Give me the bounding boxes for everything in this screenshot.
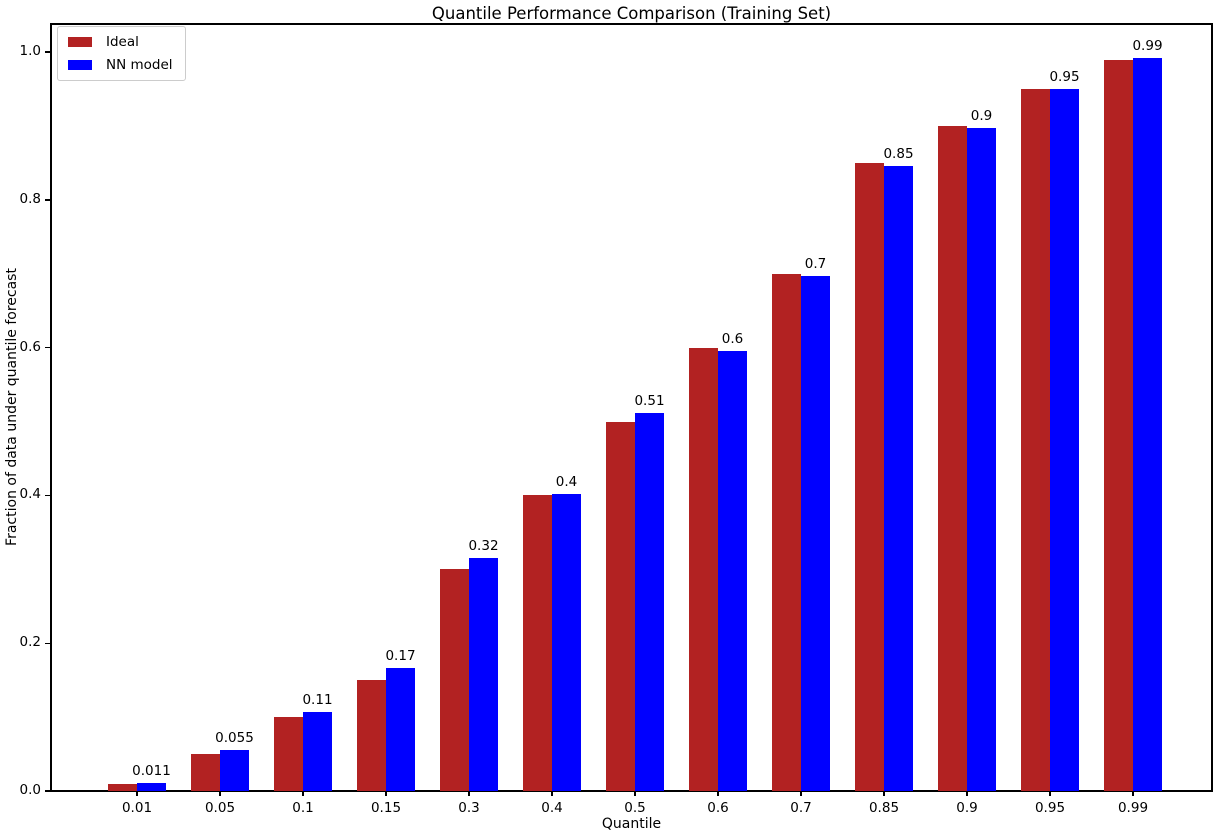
bar-ideal — [1104, 59, 1133, 791]
x-tick-mark — [302, 791, 304, 796]
bar-nn-model — [1133, 58, 1162, 791]
legend-item-nn-model: NN model — [68, 57, 173, 73]
x-tick-mark — [634, 791, 636, 796]
bar-nn-model — [386, 668, 415, 791]
bar-ideal — [191, 754, 220, 791]
x-tick-label: 0.3 — [458, 800, 480, 816]
bar-nn-model — [552, 494, 581, 791]
y-tick-mark — [45, 642, 50, 644]
chart-title: Quantile Performance Comparison (Trainin… — [431, 4, 832, 23]
x-tick-label: 0.15 — [370, 800, 402, 816]
x-tick-mark — [966, 791, 968, 796]
bar-ideal — [1021, 89, 1050, 791]
bar-ideal — [440, 569, 469, 791]
bar-value-label: 0.4 — [555, 474, 578, 490]
bar-nn-model — [635, 412, 664, 791]
bar-value-label: 0.6 — [721, 330, 744, 347]
x-tick-mark — [219, 791, 221, 796]
legend-label-nn-model: NN model — [106, 57, 173, 73]
x-tick-label: 0.85 — [868, 800, 900, 816]
right-spine — [1211, 23, 1213, 792]
x-tick-label: 0.95 — [1034, 800, 1066, 816]
bar-nn-model — [303, 711, 332, 791]
y-tick-label: 0.8 — [19, 190, 41, 207]
bar-ideal — [108, 783, 137, 791]
y-tick-label: 0.6 — [19, 338, 41, 355]
x-tick-mark — [136, 791, 138, 796]
bar-ideal — [606, 421, 635, 791]
bar-nn-model — [137, 782, 166, 791]
bar-ideal — [523, 495, 552, 791]
y-tick-label: 0.4 — [19, 486, 41, 503]
y-tick-mark — [45, 51, 50, 53]
bar-nn-model — [884, 165, 913, 791]
y-tick-mark — [45, 346, 50, 349]
x-tick-mark — [883, 791, 885, 796]
y-tick-mark — [45, 494, 50, 497]
bar-value-label: 0.055 — [215, 730, 254, 747]
bar-value-label: 0.011 — [132, 762, 171, 779]
bar-ideal — [274, 717, 303, 791]
x-tick-mark — [1132, 791, 1134, 796]
x-tick-mark — [551, 791, 553, 796]
x-tick-label: 0.4 — [541, 800, 563, 816]
legend: Ideal NN model — [57, 26, 186, 81]
top-spine — [50, 23, 1213, 25]
x-tick-label: 0.01 — [121, 800, 153, 816]
x-tick-mark — [385, 791, 387, 796]
x-tick-label: 0.9 — [956, 800, 978, 816]
bar-value-label: 0.99 — [1132, 38, 1163, 54]
bar-value-label: 0.32 — [468, 538, 499, 555]
legend-swatch-ideal — [68, 37, 92, 47]
bar-nn-model — [1050, 89, 1079, 791]
x-tick-mark — [800, 791, 802, 796]
bar-ideal — [689, 347, 718, 791]
x-tick-label: 0.99 — [1117, 800, 1149, 816]
x-tick-mark — [1049, 791, 1051, 796]
bar-value-label: 0.51 — [634, 392, 665, 409]
plot-area: 0.011 0.055 0.11 0.17 0.32 0.4 0.51 0.6 0.7 0.85 0… — [20, 23, 1213, 816]
bar-value-label: 0.11 — [302, 691, 333, 708]
bar-nn-model — [718, 350, 747, 791]
bar-value-label: 0.85 — [883, 145, 914, 162]
y-tick-label: 0.2 — [19, 634, 41, 651]
x-tick-mark — [717, 791, 719, 796]
y-tick-label: 0.0 — [19, 782, 41, 798]
bar-nn-model — [220, 750, 249, 791]
bar-value-label: 0.9 — [970, 108, 993, 125]
x-tick-label: 0.05 — [204, 800, 236, 816]
x-tick-label: 0.1 — [292, 800, 314, 816]
bar-ideal — [357, 680, 386, 791]
bar-value-label: 0.95 — [1049, 69, 1080, 85]
x-axis-label: Quantile — [601, 816, 662, 832]
bar-value-label: 0.17 — [385, 648, 416, 665]
x-tick-label: 0.5 — [624, 800, 646, 816]
y-axis-line — [50, 23, 52, 792]
bar-ideal — [772, 273, 801, 791]
bar-ideal — [938, 126, 967, 791]
y-tick-label: 1.0 — [19, 43, 41, 60]
y-tick-mark — [45, 790, 50, 792]
legend-item-ideal: Ideal — [68, 34, 173, 50]
bar-nn-model — [801, 276, 830, 791]
bar-value-label: 0.7 — [804, 256, 827, 272]
y-axis-label: Fraction of data under quantile forecast — [4, 268, 20, 546]
x-tick-label: 0.7 — [790, 800, 812, 816]
x-tick-mark — [468, 791, 470, 796]
bar-nn-model — [967, 128, 996, 791]
x-tick-label: 0.6 — [707, 800, 729, 816]
bar-ideal — [855, 162, 884, 791]
legend-label-ideal: Ideal — [106, 34, 139, 50]
bar-nn-model — [469, 558, 498, 791]
legend-swatch-nn-model — [68, 60, 92, 70]
y-tick-mark — [45, 199, 50, 201]
